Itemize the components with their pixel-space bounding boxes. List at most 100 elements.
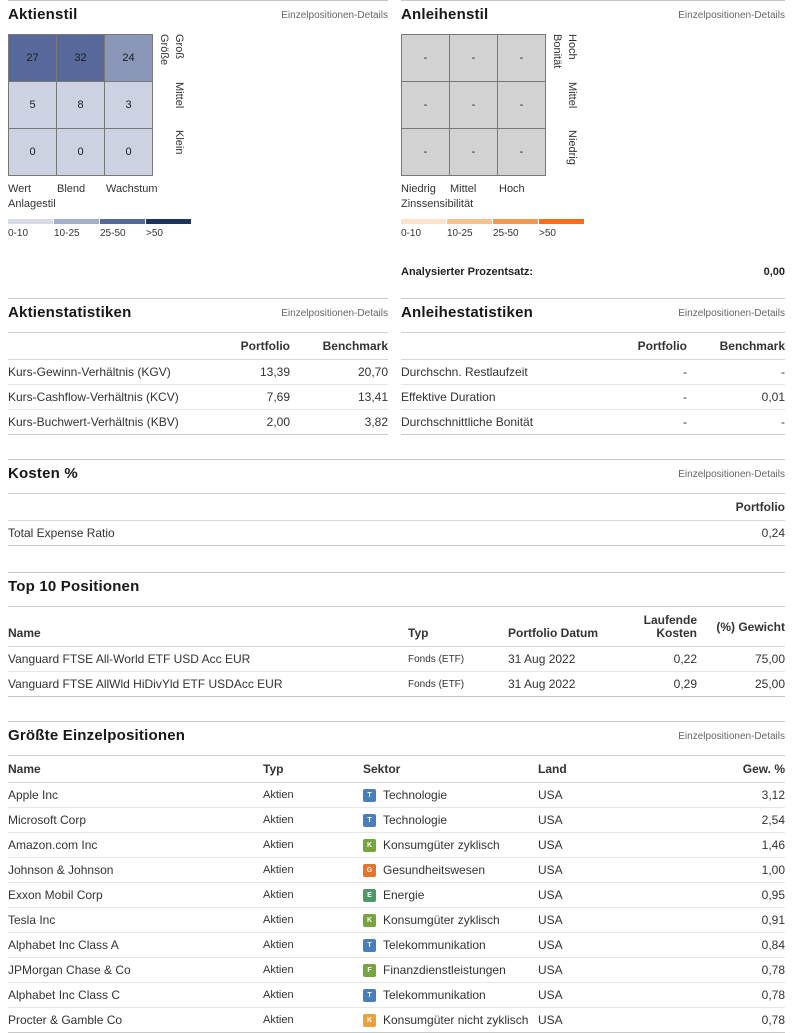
section-header: Größte Einzelpositionen Einzelpositionen… — [8, 727, 785, 744]
holding-country: USA — [538, 957, 698, 983]
holding-type: Aktien — [263, 907, 363, 933]
holding-name: Microsoft Corp — [8, 807, 263, 833]
credit-quality-row-labels: Hoch Mittel Niedrig — [565, 34, 578, 179]
bond-style-box-area: - - - - - - - - - Bonität — [401, 34, 785, 179]
legend-swatch — [493, 219, 538, 224]
bond-stats-table: Portfolio Benchmark Durchschn. Restlaufz… — [401, 332, 785, 435]
analyzed-percentage-label: Analysierter Prozentsatz: — [401, 266, 534, 278]
equity-style-details-link[interactable]: Einzelpositionen-Details — [281, 10, 388, 21]
holding-weight: 0,78 — [698, 1007, 785, 1033]
stat-portfolio-value: - — [595, 384, 687, 410]
holding-type: Aktien — [263, 832, 363, 858]
table-row: Johnson & Johnson Aktien G Gesundheitswe… — [8, 857, 785, 883]
sector-icon-glyph: K — [366, 917, 373, 924]
equity-stats-details-link[interactable]: Einzelpositionen-Details — [281, 308, 388, 319]
sector-energie-icon: E — [363, 889, 376, 902]
sector-icon-glyph: T — [367, 942, 372, 949]
sector-label: Konsumgüter zyklisch — [383, 913, 500, 927]
table-row: Apple Inc Aktien T Technologie USA 3,12 — [8, 782, 785, 808]
table-row: Kurs-Buchwert-Verhältnis (KBV) 2,00 3,82 — [8, 409, 388, 435]
holding-name: Procter & Gamble Co — [8, 1007, 263, 1033]
bond-stats-details-link[interactable]: Einzelpositionen-Details — [678, 308, 785, 319]
holding-sector: T Technologie — [363, 807, 538, 833]
holding-weight: 2,54 — [698, 807, 785, 833]
style-cell: - — [449, 128, 498, 176]
holding-country: USA — [538, 982, 698, 1008]
column-header-portfolio: Portfolio — [595, 332, 687, 360]
table-header-row: Name Typ Sektor Land Gew. % — [8, 755, 785, 783]
table-row: Vanguard FTSE AllWld HiDivYld ETF USDAcc… — [8, 671, 785, 697]
sector-telekommunikation-icon: T — [363, 939, 376, 952]
style-cell: 5 — [8, 81, 57, 129]
stat-benchmark-value: 13,41 — [290, 384, 388, 410]
holding-name: JPMorgan Chase & Co — [8, 957, 263, 983]
bond-stats-title: Anleihestatistiken — [401, 304, 533, 321]
holding-name: Alphabet Inc Class C — [8, 982, 263, 1008]
style-cell: - — [497, 128, 546, 176]
holdings-table: Name Typ Sektor Land Gew. % Apple Inc Ak… — [8, 755, 785, 1033]
sector-technologie-icon: T — [363, 814, 376, 827]
sector-label: Energie — [383, 888, 425, 902]
style-cell: 0 — [104, 128, 153, 176]
table-row: Kurs-Cashflow-Verhältnis (KCV) 7,69 13,4… — [8, 384, 388, 410]
holding-sector: T Technologie — [363, 782, 538, 808]
holding-sector: K Konsumgüter nicht zyklisch — [363, 1007, 538, 1033]
sector-label: Telekommunikation — [383, 938, 486, 952]
section-header: Kosten % Einzelpositionen-Details — [8, 465, 785, 482]
stat-label: Durchschn. Restlaufzeit — [401, 359, 595, 385]
bond-style-col-labels: Niedrig Mittel Hoch — [401, 183, 551, 195]
sector-label: Finanzdienstleistungen — [383, 963, 506, 977]
col-label-mittel: Mittel — [450, 183, 477, 195]
holding-type: Aktien — [263, 882, 363, 908]
bond-style-title: Anleihenstil — [401, 6, 489, 23]
table-row: Amazon.com Inc Aktien K Konsumgüter zykl… — [8, 832, 785, 858]
position-weight: 75,00 — [697, 646, 785, 672]
sector-label: Technologie — [383, 813, 448, 827]
stat-label: Effektive Duration — [401, 384, 595, 410]
holdings-title: Größte Einzelpositionen — [8, 727, 186, 744]
stat-portfolio-value: - — [595, 359, 687, 385]
table-row: Effektive Duration - 0,01 — [401, 384, 785, 410]
table-row: Vanguard FTSE All-World ETF USD Acc EUR … — [8, 646, 785, 672]
sector-label: Telekommunikation — [383, 988, 486, 1002]
holding-sector: K Konsumgüter zyklisch — [363, 832, 538, 858]
table-header-row: Portfolio Benchmark — [401, 332, 785, 360]
holding-name: Tesla Inc — [8, 907, 263, 933]
column-header-weight: (%) Gewicht — [697, 606, 785, 647]
equity-stats-section: Aktienstatistiken Einzelpositionen-Detai… — [8, 298, 388, 435]
sector-label: Konsumgüter nicht zyklisch — [383, 1013, 529, 1027]
table-header-row: Name Typ Portfolio Datum Laufende Kosten… — [8, 606, 785, 647]
stat-benchmark-value: 3,82 — [290, 409, 388, 435]
column-header-date: Portfolio Datum — [508, 606, 608, 647]
holdings-details-link[interactable]: Einzelpositionen-Details — [678, 731, 785, 742]
position-costs: 0,22 — [608, 646, 697, 672]
column-header-benchmark: Benchmark — [687, 332, 785, 360]
section-header: Anleihenstil Einzelpositionen-Details — [401, 6, 785, 23]
costs-details-link[interactable]: Einzelpositionen-Details — [678, 469, 785, 480]
position-name: Vanguard FTSE All-World ETF USD Acc EUR — [8, 646, 408, 672]
table-row: Exxon Mobil Corp Aktien E Energie USA 0,… — [8, 882, 785, 908]
sector-label: Konsumgüter zyklisch — [383, 838, 500, 852]
costs-title: Kosten % — [8, 465, 78, 482]
style-cell: 27 — [8, 34, 57, 82]
equity-style-section: Aktienstil Einzelpositionen-Details 27 3… — [8, 0, 388, 278]
holding-weight: 0,95 — [698, 882, 785, 908]
style-cell: - — [497, 81, 546, 129]
holding-sector: T Telekommunikation — [363, 932, 538, 958]
table-row: JPMorgan Chase & Co Aktien F Finanzdiens… — [8, 957, 785, 983]
holding-sector: G Gesundheitswesen — [363, 857, 538, 883]
position-date: 31 Aug 2022 — [508, 646, 608, 672]
holding-country: USA — [538, 832, 698, 858]
section-header: Anleihestatistiken Einzelpositionen-Deta… — [401, 304, 785, 321]
holding-weight: 0,78 — [698, 982, 785, 1008]
holding-type: Aktien — [263, 932, 363, 958]
table-row: Durchschnittliche Bonität - - — [401, 409, 785, 435]
table-row: Total Expense Ratio 0,24 — [8, 520, 785, 546]
style-cell: 8 — [56, 81, 105, 129]
holding-type: Aktien — [263, 857, 363, 883]
bond-style-details-link[interactable]: Einzelpositionen-Details — [678, 10, 785, 21]
stat-benchmark-value: - — [687, 359, 785, 385]
column-header-empty — [8, 493, 685, 521]
style-cell: 3 — [104, 81, 153, 129]
column-header-portfolio: Portfolio — [198, 332, 290, 360]
